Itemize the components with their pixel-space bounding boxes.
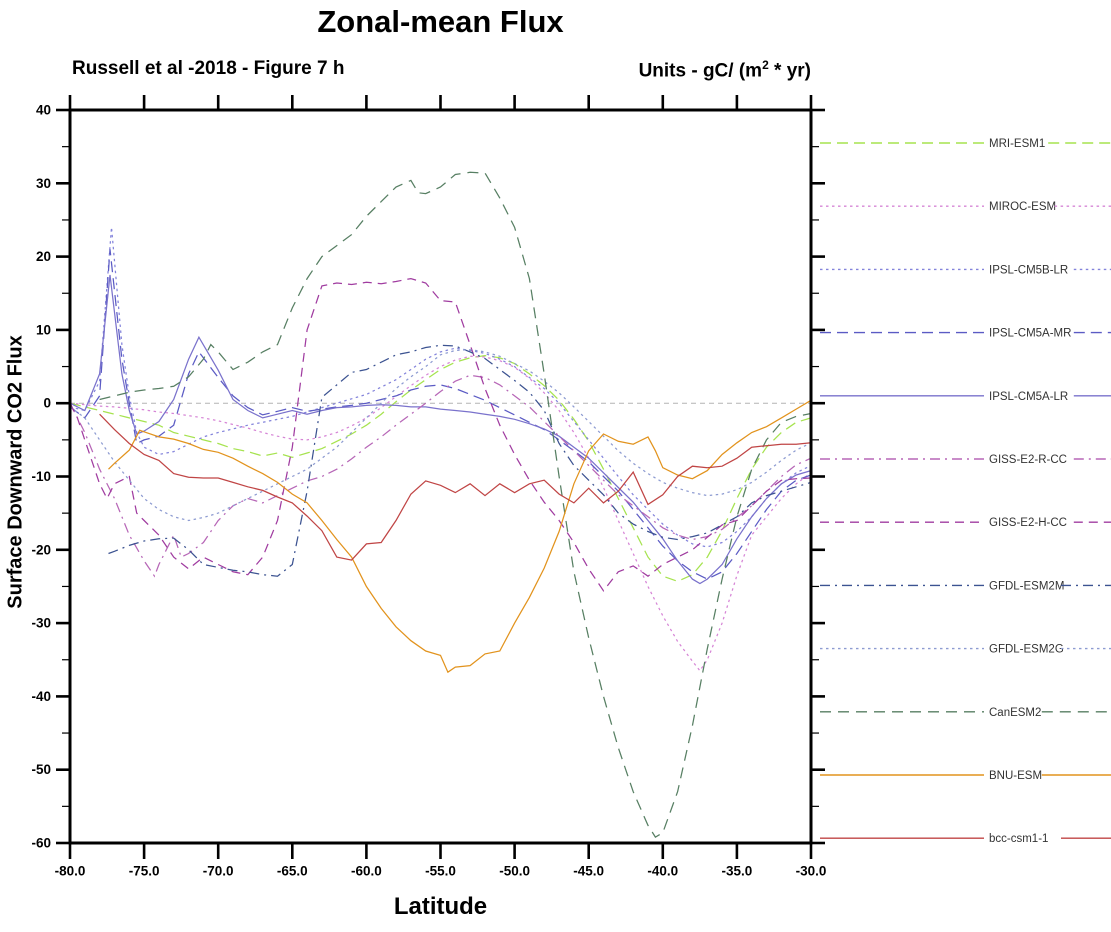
y-tick-label: 30: [36, 176, 51, 191]
legend-label-GFDL-ESM2G: GFDL-ESM2G: [989, 644, 1064, 656]
chart-title: Zonal-mean Flux: [317, 4, 564, 39]
y-tick-label: 20: [36, 249, 51, 264]
units-superscript: 2: [762, 58, 769, 72]
series-line-BNU-ESM: [108, 399, 812, 674]
subtitle-units: Units - gC/ (m2 * yr): [639, 58, 811, 82]
x-tick-label: -75.0: [129, 864, 160, 879]
series-line-bcc-csm1-1: [99, 413, 812, 561]
x-tick-label: -50.0: [499, 864, 530, 879]
x-tick-label: -80.0: [55, 864, 86, 879]
legend-label-GFDL-ESM2M: GFDL-ESM2M: [989, 580, 1064, 592]
series-line-IPSL-CM5B-LR: [69, 227, 812, 548]
y-tick-label: -50: [31, 762, 51, 777]
units-text: Units - gC/ (m: [638, 60, 763, 82]
legend-label-IPSL-CM5A-LR: IPSL-CM5A-LR: [989, 391, 1068, 403]
legend-label-bcc-csm1-1: bcc-csm1-1: [989, 833, 1048, 845]
y-tick-label: 40: [36, 103, 51, 118]
series-line-MRI-ESM1: [69, 354, 812, 582]
series-line-CanESM2: [99, 171, 812, 838]
series-line-IPSL-CM5A-LR: [69, 274, 812, 585]
y-tick-label: -60: [31, 836, 51, 851]
series-line-MIROC-ESM: [69, 355, 812, 672]
x-axis-label: Latitude: [393, 893, 488, 920]
x-tick-label: -45.0: [573, 864, 604, 879]
plot-box: [68, 108, 813, 845]
series-line-GFDL-ESM2M: [108, 344, 812, 577]
units-text-suffix: * yr): [768, 60, 811, 82]
y-tick-label: -10: [31, 469, 51, 484]
legend-label-IPSL-CM5A-MR: IPSL-CM5A-MR: [989, 328, 1071, 340]
x-tick-label: -35.0: [722, 864, 753, 879]
x-tick-label: -40.0: [647, 864, 678, 879]
legend-label-BNU-ESM: BNU-ESM: [989, 770, 1042, 782]
y-tick-label: 10: [36, 322, 51, 337]
x-tick-label: -65.0: [277, 864, 308, 879]
x-tick-label: -55.0: [425, 864, 456, 879]
legend-label-GISS-E2-H-CC: GISS-E2-H-CC: [989, 517, 1067, 529]
legend-label-MRI-ESM1: MRI-ESM1: [989, 138, 1045, 150]
y-tick-label: -30: [31, 616, 51, 631]
legend-label-CanESM2: CanESM2: [989, 707, 1041, 719]
x-tick-label: -60.0: [351, 864, 382, 879]
x-tick-label: -30.0: [796, 864, 827, 879]
series-line-IPSL-CM5A-MR: [69, 249, 812, 580]
series-line-GISS-E2-R-CC: [69, 374, 812, 578]
y-tick-label: 0: [43, 396, 51, 411]
series-line-GFDL-ESM2G: [69, 349, 812, 522]
legend-label-IPSL-CM5B-LR: IPSL-CM5B-LR: [989, 264, 1068, 276]
series-line-GISS-E2-H-CC: [69, 277, 812, 592]
y-tick-label: -20: [31, 542, 51, 557]
subtitle-left: Russell et al -2018 - Figure 7 h: [72, 58, 345, 79]
legend-label-MIROC-ESM: MIROC-ESM: [989, 201, 1056, 213]
legend-label-GISS-E2-R-CC: GISS-E2-R-CC: [989, 454, 1067, 466]
x-tick-label: -70.0: [203, 864, 234, 879]
y-tick-label: -40: [31, 689, 51, 704]
y-axis-label: Surface Downward CO2 Flux: [4, 335, 27, 609]
